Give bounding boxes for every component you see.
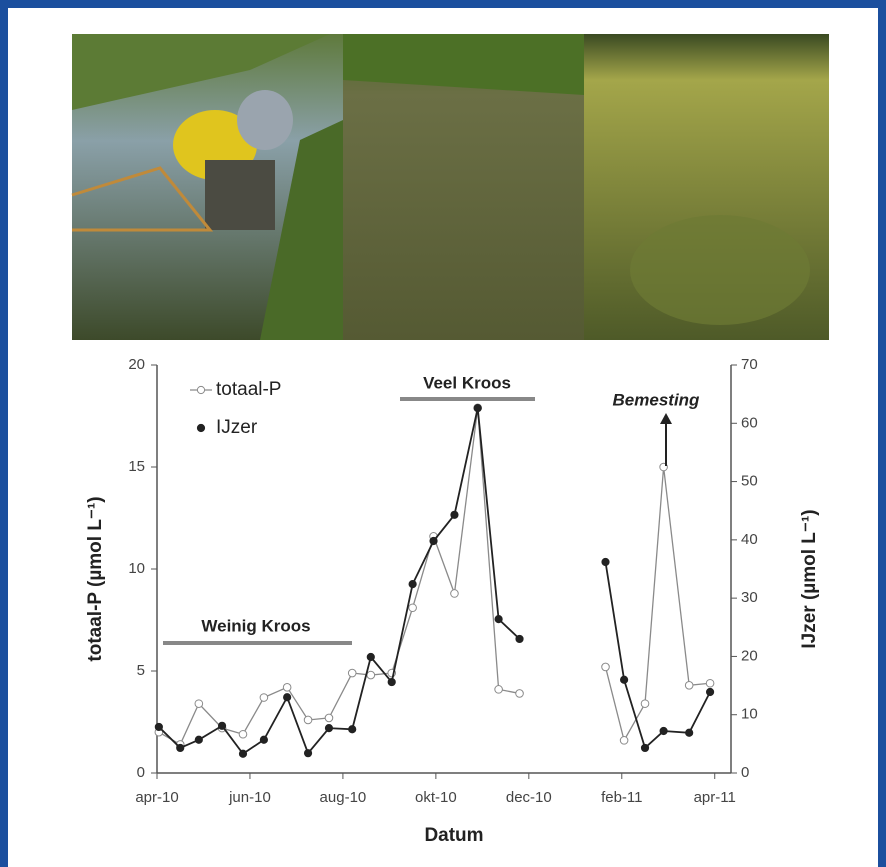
data-point xyxy=(495,686,503,694)
data-point xyxy=(348,669,356,677)
data-point xyxy=(474,405,481,412)
data-point xyxy=(621,676,628,683)
data-point xyxy=(284,694,291,701)
data-point xyxy=(516,690,524,698)
data-point xyxy=(409,604,417,612)
legend-label: IJzer xyxy=(216,417,258,438)
data-point xyxy=(641,744,648,751)
data-point xyxy=(602,663,610,671)
data-point xyxy=(349,726,356,733)
data-point xyxy=(325,725,332,732)
y2-tick-label: 70 xyxy=(741,356,758,373)
y2-tick-label: 50 xyxy=(741,473,758,490)
y2-tick-label: 60 xyxy=(741,414,758,431)
data-point xyxy=(388,678,395,685)
data-point xyxy=(495,616,502,623)
series-line xyxy=(159,408,520,754)
data-point xyxy=(451,590,459,598)
data-point xyxy=(641,700,649,708)
data-point xyxy=(283,684,291,692)
data-point xyxy=(304,716,312,724)
data-point xyxy=(195,736,202,743)
data-point xyxy=(367,671,375,679)
x-tick-label: apr-11 xyxy=(694,789,736,806)
data-point xyxy=(260,736,267,743)
data-point xyxy=(325,714,333,722)
data-point xyxy=(451,511,458,518)
data-point xyxy=(706,688,713,695)
data-point xyxy=(516,635,523,642)
y2-tick-label: 0 xyxy=(741,764,749,781)
chart: 0 5 10 15 20 0 10 20 30 40 50 60 70 apr-10 jun-10 aug-1… xyxy=(85,356,820,846)
series-line xyxy=(606,467,711,740)
data-point xyxy=(660,727,667,734)
data-point xyxy=(430,537,437,544)
y-tick-label: 10 xyxy=(128,560,145,577)
y2-axis-label: IJzer (µmol L⁻¹) xyxy=(799,509,820,648)
data-point xyxy=(260,694,268,702)
data-point xyxy=(409,581,416,588)
photos xyxy=(72,34,829,340)
x-tick-label: dec-10 xyxy=(506,789,552,806)
annotation: Weinig Kroos xyxy=(201,616,310,635)
data-point xyxy=(367,653,374,660)
y-tick-label: 5 xyxy=(137,662,145,679)
y2-tick-label: 40 xyxy=(741,531,758,548)
photo-1-waders xyxy=(205,160,275,230)
data-point xyxy=(304,750,311,757)
y-tick-label: 20 xyxy=(128,356,145,373)
x-tick-label: okt-10 xyxy=(415,789,457,806)
photo-3-patch xyxy=(630,215,810,325)
x-tick-label: aug-10 xyxy=(320,789,367,806)
data-point xyxy=(620,737,628,745)
data-point xyxy=(602,558,609,565)
x-tick-label: feb-11 xyxy=(601,789,642,806)
data-point xyxy=(195,700,203,708)
data-point xyxy=(239,730,247,738)
data-point xyxy=(706,679,714,687)
data-point xyxy=(685,681,693,689)
legend-label: totaal-P xyxy=(216,379,281,400)
annotation-arrowhead xyxy=(660,413,672,424)
x-tick-label: apr-10 xyxy=(135,789,178,806)
y-axis-label: totaal-P (µmol L⁻¹) xyxy=(85,496,106,661)
x-tick-label: jun-10 xyxy=(228,789,271,806)
data-point xyxy=(177,744,184,751)
data-point xyxy=(218,722,225,729)
series-line xyxy=(159,408,520,745)
data-point xyxy=(239,750,246,757)
y-tick-label: 15 xyxy=(128,458,145,475)
y2-tick-label: 10 xyxy=(741,706,758,723)
annotation: Veel Kroos xyxy=(423,373,511,392)
annotation: Bemesting xyxy=(613,390,701,409)
legend-marker xyxy=(197,386,204,393)
y2-tick-label: 30 xyxy=(741,589,758,606)
y2-tick-label: 20 xyxy=(741,647,758,664)
data-point xyxy=(686,729,693,736)
photo-1-person-2 xyxy=(237,90,293,150)
x-axis-label: Datum xyxy=(424,825,483,846)
data-point xyxy=(155,723,162,730)
figure: 0 5 10 15 20 0 10 20 30 40 50 60 70 apr-10 jun-10 aug-1… xyxy=(0,0,886,867)
y-tick-label: 0 xyxy=(137,764,145,781)
series-line xyxy=(606,562,711,748)
legend-marker xyxy=(197,424,204,431)
